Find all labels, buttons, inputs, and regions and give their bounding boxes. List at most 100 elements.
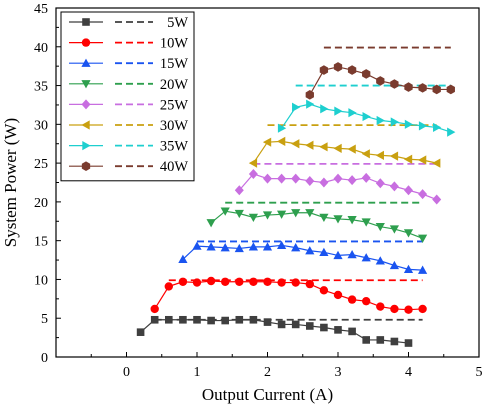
data-point [347,216,357,225]
data-point [403,264,414,274]
data-point [136,328,145,336]
data-point [319,247,329,256]
data-point [178,277,188,286]
series-30W [248,124,441,168]
data-point [164,282,173,291]
x-tick-label: 1 [194,365,201,380]
y-tick-label: 40 [34,41,48,56]
data-point [433,122,442,133]
data-point [248,242,258,251]
legend-entry: 25W [69,97,188,113]
data-point [347,144,356,154]
series-10W [150,276,427,314]
data-point [404,339,413,347]
data-point [206,276,216,286]
data-point [292,102,301,112]
data-point [361,253,371,262]
legend-label: 20W [160,77,189,93]
data-point [347,250,357,259]
x-tick-label: 3 [335,365,342,380]
data-point [207,316,215,325]
legend-entry: 40W [69,159,188,175]
data-point [404,119,414,129]
data-point [375,178,385,189]
legend-label: 10W [160,36,189,52]
data-point [361,218,371,227]
data-point [334,106,343,116]
data-point [291,173,301,184]
y-tick-label: 45 [34,2,48,17]
data-point [221,316,229,325]
data-point [390,79,399,89]
data-point [193,315,201,324]
data-point [390,337,399,346]
legend-label: 25W [160,97,189,113]
data-point [291,139,300,149]
data-point [234,185,244,196]
series-20W [206,201,428,243]
legend-entry: 15W [69,56,188,72]
data-point [319,177,329,188]
data-point [249,277,258,286]
data-point [277,320,286,329]
data-point [192,278,202,287]
data-point [418,121,428,131]
data-point [305,279,314,289]
data-point [432,158,441,168]
series-line [210,210,423,239]
data-point [291,209,301,218]
data-point [248,158,258,168]
data-point [263,277,272,286]
y-tick-label: 35 [34,80,48,95]
x-axis-title: Output Current (A) [202,385,333,404]
data-point [418,155,427,165]
series-group [136,46,456,347]
data-point [432,194,442,205]
legend-label: 35W [160,139,189,155]
data-point [362,336,370,344]
data-point [375,150,384,160]
data-point [418,189,428,200]
data-point [82,141,91,151]
data-point [361,172,371,183]
data-point [82,18,90,26]
data-point [320,104,329,114]
data-point [348,108,357,118]
data-point [389,260,399,270]
data-point [263,173,272,184]
data-point [418,304,427,314]
data-point [333,143,342,153]
data-point [277,123,287,133]
data-point [277,240,287,249]
data-point [165,315,173,324]
data-point [263,318,272,326]
data-point [362,69,371,79]
data-point [376,76,385,86]
data-point [81,38,91,47]
series-25W [234,162,442,205]
legend-entry: 20W [69,77,188,93]
data-point [81,99,91,110]
data-point [81,161,91,171]
data-point [347,175,357,186]
data-point [389,151,399,161]
data-point [389,225,399,234]
x-tick-label: 5 [476,365,483,380]
data-point [403,154,413,164]
data-point [319,213,329,222]
legend-label: 40W [160,159,189,175]
data-point [81,58,91,67]
x-tick-label: 0 [123,365,130,380]
legend-entry: 10W [69,36,188,52]
legend-label: 5W [167,15,188,31]
legend: 5W 10W 15W 20W 25W 30W 35W 40W [60,11,195,182]
series-line [182,244,423,271]
y-axis-title: System Power (W) [1,118,20,247]
data-point [376,302,385,311]
x-tick-label: 4 [405,365,412,380]
data-point [375,223,385,232]
series-40W [305,46,455,100]
data-point [150,315,159,324]
data-point [390,304,399,314]
